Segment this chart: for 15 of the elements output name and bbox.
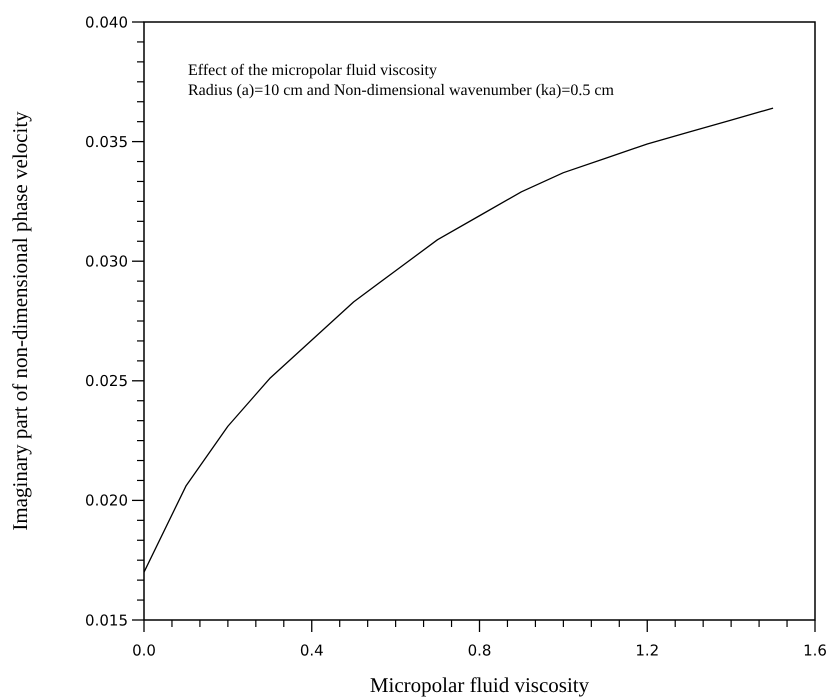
y-axis-title: Imaginary part of non-dimensional phase velocity (8, 110, 32, 531)
annotation: Radius (a)=10 cm and Non-dimensional wavenumber (ka)=0.5 cm (188, 82, 614, 99)
x-tick-label: 0.8 (468, 641, 492, 660)
x-tick-label: 0.4 (300, 641, 324, 660)
x-tick-label: 0.0 (132, 641, 156, 660)
x-tick-label: 1.6 (803, 641, 827, 660)
y-tick-label: 0.040 (85, 13, 128, 32)
y-tick-label: 0.020 (85, 492, 128, 510)
y-tick-label: 0.015 (85, 611, 128, 630)
y-tick-label: 0.035 (85, 132, 128, 151)
y-tick-label: 0.030 (85, 252, 128, 270)
x-axis-title: Micropolar fluid viscosity (370, 673, 590, 697)
annotation: Effect of the micropolar fluid viscosity (188, 62, 437, 79)
x-tick-label: 1.2 (635, 641, 660, 660)
y-tick-label: 0.025 (85, 372, 128, 390)
